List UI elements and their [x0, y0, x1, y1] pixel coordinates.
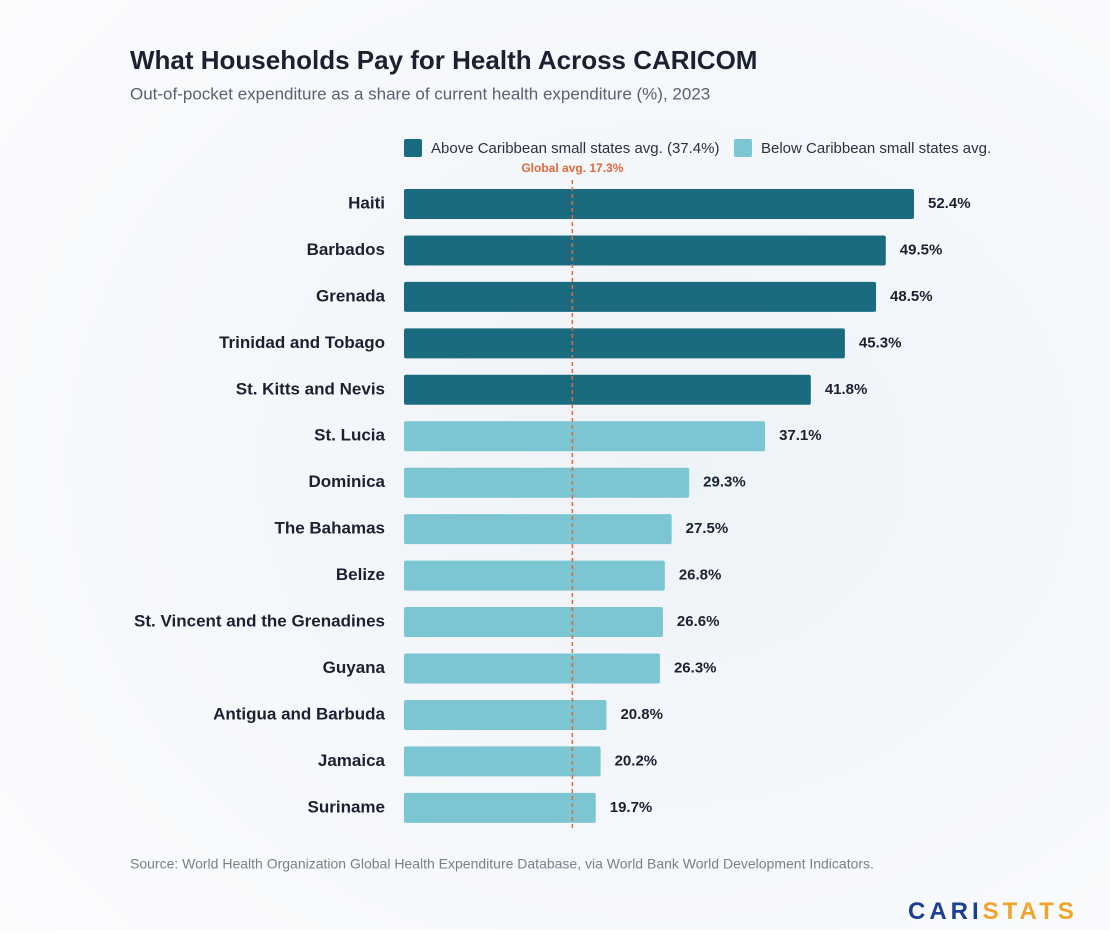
legend-label: Above Caribbean small states avg. (37.4%…: [431, 140, 719, 157]
chart-subtitle: Out-of-pocket expenditure as a share of …: [130, 84, 710, 103]
logo-part: CARI: [908, 898, 983, 925]
bar: [404, 607, 663, 638]
bar: [404, 746, 601, 777]
legend-swatch: [734, 139, 752, 157]
bar: [404, 281, 877, 312]
reference-label: Global avg. 17.3%: [521, 161, 623, 175]
category-label: Antigua and Barbuda: [213, 704, 385, 723]
bar: [404, 189, 914, 219]
value-label: 27.5%: [686, 520, 729, 537]
value-label: 41.8%: [825, 381, 868, 398]
value-label: 52.4%: [928, 195, 971, 212]
bar: [404, 374, 811, 405]
category-label: Barbados: [307, 240, 385, 259]
bar: [404, 467, 690, 498]
bar: [404, 653, 660, 684]
bar: [404, 514, 672, 545]
value-label: 49.5%: [900, 241, 943, 258]
bar: [404, 235, 886, 266]
legend-swatch: [404, 139, 422, 157]
bar: [404, 792, 596, 823]
bar: [404, 421, 766, 452]
value-label: 20.8%: [620, 706, 663, 723]
category-label: Jamaica: [318, 751, 386, 770]
value-label: 29.3%: [703, 474, 746, 491]
logo-part: STATS: [983, 898, 1078, 925]
category-label: St. Kitts and Nevis: [236, 379, 385, 398]
category-label: St. Lucia: [314, 426, 385, 445]
value-label: 26.6%: [677, 613, 720, 630]
chart-title: What Households Pay for Health Across CA…: [130, 45, 757, 75]
value-label: 26.3%: [674, 659, 717, 676]
value-label: 19.7%: [610, 799, 653, 816]
category-label: Belize: [336, 565, 385, 584]
value-label: 45.3%: [859, 334, 902, 351]
bar: [404, 328, 845, 359]
category-label: St. Vincent and the Grenadines: [134, 612, 385, 631]
legend-label: Below Caribbean small states avg.: [761, 140, 991, 157]
value-label: 26.8%: [679, 567, 722, 584]
category-label: Grenada: [316, 286, 386, 305]
bar: [404, 560, 665, 591]
category-label: Dominica: [308, 472, 385, 491]
value-label: 20.2%: [615, 752, 658, 769]
category-label: Guyana: [323, 658, 386, 677]
value-label: 37.1%: [779, 427, 822, 444]
source: Source: World Health Organization Global…: [130, 856, 874, 872]
logo: CARISTATS: [908, 898, 1078, 925]
category-label: The Bahamas: [274, 519, 385, 538]
category-label: Trinidad and Tobago: [219, 333, 385, 352]
bar: [404, 699, 607, 730]
value-label: 48.5%: [890, 288, 933, 305]
category-label: Haiti: [348, 193, 385, 212]
category-label: Suriname: [308, 797, 385, 816]
